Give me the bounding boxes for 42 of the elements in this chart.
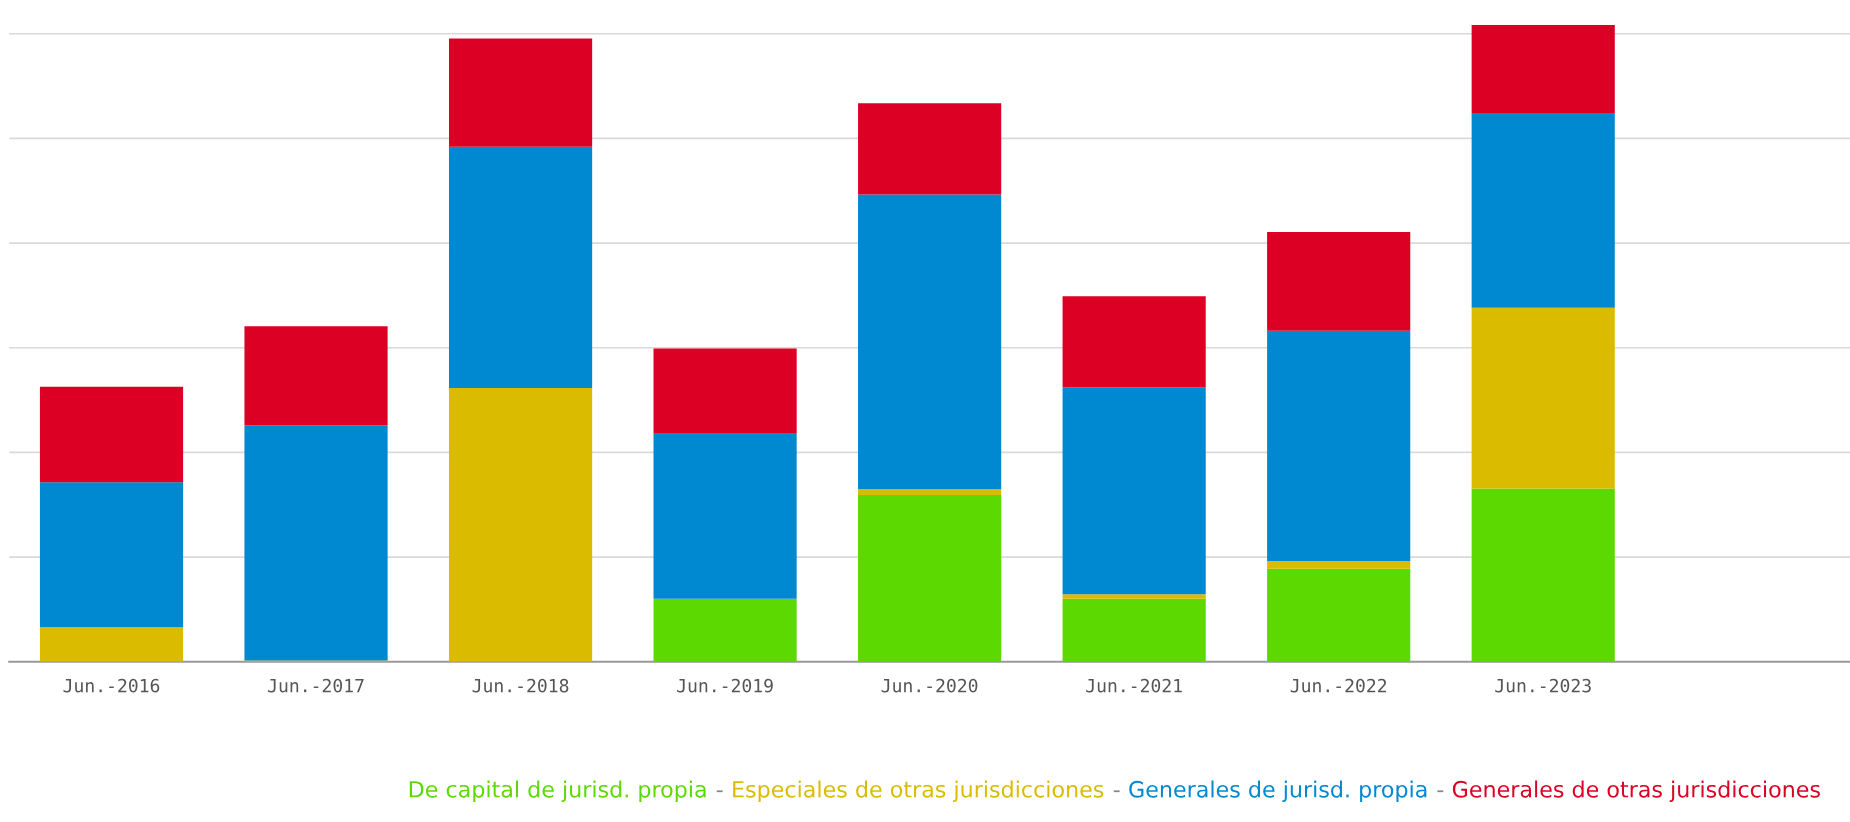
bar [653,598,797,662]
bar [858,103,1002,195]
text: - [1437,790,1444,793]
text: De capital de jurisd. propia [409,780,706,802]
x-tick-label: Jun.-2020 [881,678,978,693]
x-tick-label: Jun.-2017 [268,678,364,693]
text: Generales de jurisd. propia [1129,780,1427,802]
bar [448,38,593,147]
bar [1267,568,1411,662]
x-tick-label: Jun.-2023 [1495,678,1591,693]
bar [1267,561,1411,569]
bar [448,387,593,662]
bar [1062,387,1206,595]
bar [39,386,184,483]
text: Especiales de otras jurisdicciones [733,780,1104,802]
bar [244,326,388,426]
bar [653,433,797,599]
bar [1062,598,1206,662]
bar [1471,488,1615,662]
bar [858,194,1002,490]
bar [1062,594,1206,599]
bar [1267,330,1411,562]
bar [244,425,388,661]
bar [39,482,184,628]
x-tick-label: Jun.-2022 [1290,678,1387,693]
bar [858,494,1002,662]
bar [653,348,797,434]
bar [858,489,1002,495]
text: - [716,790,723,793]
bar [1267,231,1411,331]
bar [1471,307,1615,489]
x-tick-label: Jun.-2018 [472,678,569,693]
bar [1062,296,1206,388]
x-tick-label: Jun.-2016 [63,678,160,693]
x-tick-label: Jun.-2021 [1086,678,1182,693]
bar [1471,25,1615,113]
text: Generales de otras jurisdicciones [1452,780,1820,802]
bar [39,627,184,662]
x-tick-label: Jun.-2019 [677,678,773,693]
text: - [1113,790,1120,793]
bar [448,146,593,388]
bar [1471,112,1615,308]
